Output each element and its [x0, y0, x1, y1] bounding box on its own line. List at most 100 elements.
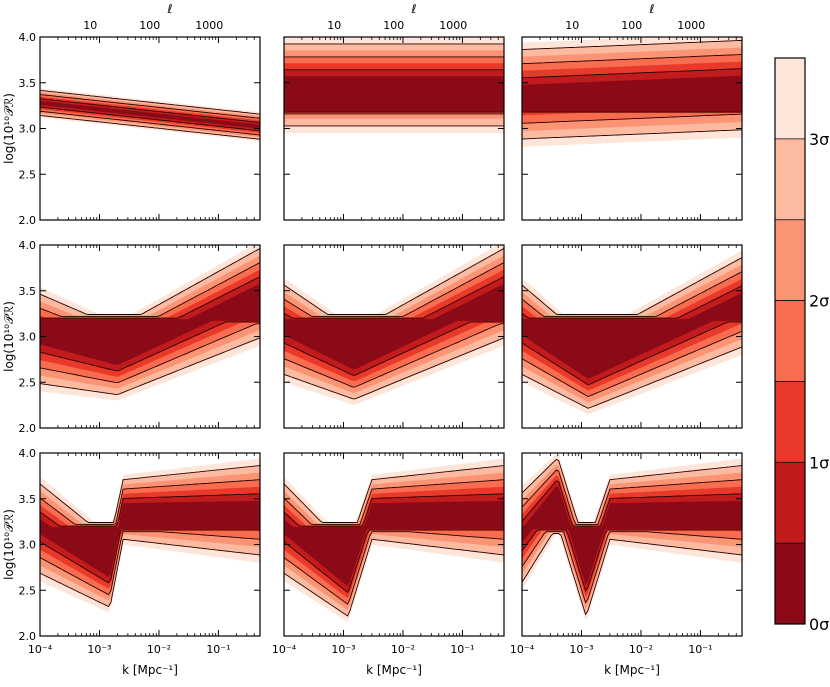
y-tick-label: 3.0 [19, 331, 37, 344]
panel-1-2 [521, 244, 743, 429]
contour-line [522, 529, 742, 592]
y-axis-label: log(10¹⁰𝒫ℛ) [2, 509, 16, 580]
contour-line [40, 479, 260, 525]
top-tick-label: 100 [383, 19, 404, 32]
contour-line [40, 538, 260, 608]
band-6 [40, 100, 260, 129]
contour-line [522, 68, 742, 79]
colorbar: 0σ 1σ 2σ 3σ [774, 57, 829, 634]
colorbar-band [775, 300, 805, 382]
contour-line [284, 321, 504, 376]
contour-line [284, 248, 504, 315]
band-6 [522, 292, 742, 379]
panel-1-0: 2.0 2.5 3.0 3.5 4.0 log(10¹⁰𝒫ℛ) [2, 239, 261, 435]
contour-line [40, 106, 260, 132]
top-tick-label: 1000 [677, 19, 705, 32]
x-tick-label: 10⁻² [147, 643, 171, 656]
y-tick-label: 2.5 [19, 376, 37, 389]
y-tick-label: 4.0 [19, 447, 37, 460]
colorbar-tick-label: 2σ [809, 292, 829, 311]
contour-line [522, 129, 742, 140]
contour-line [284, 529, 504, 594]
x-tick-label: 10⁻¹ [450, 643, 474, 656]
contour-line [40, 114, 260, 140]
x-tick-label: 10⁻³ [331, 643, 355, 656]
contour-line [40, 276, 260, 319]
colorbar-band [775, 543, 805, 624]
x-tick-label: 10⁻² [629, 643, 653, 656]
colorbar-tick-label: 3σ [809, 130, 829, 149]
contour-line [284, 323, 504, 388]
panel-0-0: 2.0 2.5 3.0 3.5 4.0 10 100 1000 ℓ log(10¹⁰𝒫ℛ) [2, 2, 261, 227]
contour-line [284, 262, 504, 317]
top-tick-label: 10 [83, 19, 97, 32]
y-tick-label: 3.5 [19, 493, 37, 506]
y-axis-label: log(10¹⁰𝒫ℛ) [2, 301, 16, 372]
panel-2-1: 10⁻⁴ 10⁻³ 10⁻² 10⁻¹ k [Mpc⁻¹] [272, 452, 505, 677]
contour-line [522, 330, 742, 397]
colorbar-band [775, 219, 805, 301]
contour-line [522, 480, 742, 527]
contour-line [40, 94, 260, 119]
contour-line [284, 465, 504, 523]
x-tick-label: 10⁻⁴ [510, 643, 535, 656]
x-tick-label: 10⁻³ [569, 643, 593, 656]
contour-line [522, 54, 742, 65]
band-6 [522, 75, 742, 112]
contour-line [40, 321, 260, 372]
y-axis-label: log(10¹⁰𝒫ℛ) [2, 93, 16, 164]
contour-line [40, 98, 260, 123]
band-6 [40, 500, 260, 577]
contour-line [522, 321, 742, 386]
band-6 [284, 283, 504, 370]
contour-line [40, 323, 260, 384]
x-axis-label: k [Mpc⁻¹] [366, 663, 422, 677]
top-axis-label: ℓ [411, 2, 417, 16]
y-tick-label: 2.0 [19, 630, 37, 643]
colorbar-frame [774, 57, 806, 625]
x-tick-label: 10⁻⁴ [272, 643, 297, 656]
contour-line [522, 458, 742, 523]
y-tick-label: 3.5 [19, 285, 37, 298]
top-tick-label: 1000 [195, 19, 223, 32]
y-tick-label: 4.0 [19, 239, 37, 252]
contour-line [522, 285, 742, 319]
contour-line [40, 531, 260, 596]
contour-line [40, 248, 260, 315]
panel-2-0: 10⁻⁴ 10⁻³ 10⁻² 10⁻¹ 2.0 2.5 3.0 3.5 4.0 k [Mpc⁻¹]… [2, 447, 261, 677]
x-axis-label: k [Mpc⁻¹] [604, 663, 660, 677]
band-6 [40, 283, 260, 365]
colorbar-tick-label: 0σ [809, 615, 829, 634]
contour-line [522, 533, 742, 616]
contour-line [40, 493, 260, 527]
contour-line [522, 113, 742, 124]
x-tick-label: 10⁻¹ [688, 643, 712, 656]
contour-line [284, 493, 504, 527]
x-axis-label: k [Mpc⁻¹] [122, 663, 178, 677]
panel-0-2: 10 100 1000 ℓ [521, 2, 743, 221]
contour-line [40, 529, 260, 584]
contour-line [284, 337, 504, 400]
contour-line [522, 469, 742, 525]
contour-line [40, 337, 260, 395]
colorbar-band [775, 462, 805, 544]
panel-2-2: 10⁻⁴ 10⁻³ 10⁻² 10⁻¹ k [Mpc⁻¹] [510, 452, 743, 677]
y-tick-label: 2.0 [19, 214, 37, 227]
top-tick-label: 10 [565, 19, 579, 32]
x-tick-label: 10⁻¹ [206, 643, 230, 656]
top-tick-label: 1000 [439, 19, 467, 32]
contour-line [40, 89, 260, 115]
contour-line [522, 531, 742, 604]
band-6 [284, 76, 504, 112]
contour-line [522, 271, 742, 317]
y-tick-label: 3.5 [19, 77, 37, 90]
top-tick-label: 10 [327, 19, 341, 32]
y-tick-label: 2.5 [19, 168, 37, 181]
y-tick-label: 4.0 [19, 31, 37, 44]
y-tick-label: 3.0 [19, 539, 37, 552]
x-tick-label: 10⁻³ [87, 643, 111, 656]
top-tick-label: 100 [139, 19, 160, 32]
contour-line [284, 531, 504, 605]
contour-line [522, 346, 742, 409]
